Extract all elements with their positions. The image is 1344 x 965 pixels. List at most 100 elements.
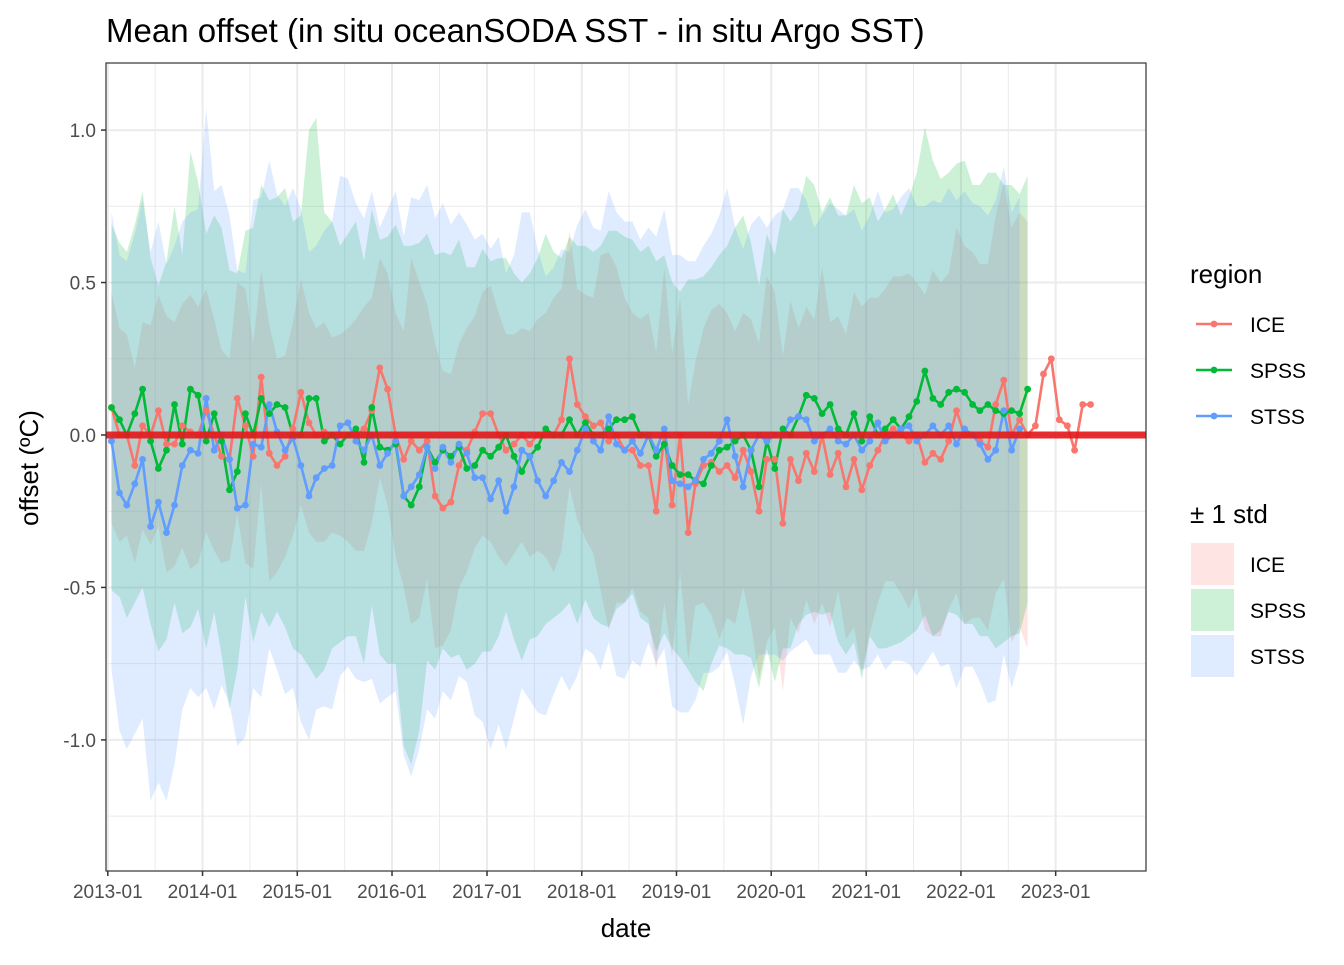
x-tick-label: 2017-01 <box>452 882 522 903</box>
data-point-stss <box>265 401 273 408</box>
data-point-ice <box>479 410 486 417</box>
data-point-spss <box>707 462 715 469</box>
data-point-ice <box>739 446 747 454</box>
data-point-spss <box>723 443 731 451</box>
data-point-stss <box>1008 446 1015 454</box>
data-point-ice <box>652 507 660 515</box>
data-point-stss <box>787 416 794 424</box>
data-point-spss <box>487 452 494 460</box>
x-tick-label: 2019-01 <box>642 882 712 903</box>
data-point-ice <box>937 456 945 463</box>
data-point-ice <box>597 419 605 427</box>
data-point-stss <box>423 443 431 451</box>
data-point-spss <box>881 425 889 433</box>
legend-band-label: ICE <box>1250 554 1285 577</box>
data-point-stss <box>992 446 1000 454</box>
data-point-ice <box>139 422 147 430</box>
data-point-spss <box>163 446 170 454</box>
data-point-stss <box>945 422 953 430</box>
data-point-spss <box>818 410 826 417</box>
data-point-ice <box>700 462 707 469</box>
data-point-stss <box>913 437 921 445</box>
data-point-spss <box>961 388 968 396</box>
x-tick-label: 2015-01 <box>262 882 332 903</box>
data-point-ice <box>171 440 178 448</box>
data-point-stss <box>905 422 913 430</box>
chart-title: Mean offset (in situ oceanSODA SST - in … <box>106 12 925 49</box>
std-band-spss <box>111 117 1028 765</box>
data-point-spss <box>826 401 834 408</box>
data-point-spss <box>415 483 423 491</box>
data-point-spss <box>976 407 984 414</box>
data-point-spss <box>242 410 249 417</box>
data-point-stss <box>582 425 589 433</box>
data-point-stss <box>739 483 747 491</box>
data-point-ice <box>1000 376 1008 384</box>
data-point-stss <box>447 459 455 466</box>
data-point-stss <box>590 437 597 445</box>
data-point-spss <box>352 425 360 433</box>
data-point-spss <box>479 446 486 454</box>
data-point-ice <box>850 456 858 463</box>
data-point-spss <box>312 395 320 402</box>
data-point-ice <box>858 486 866 494</box>
data-point-ice <box>1047 355 1055 363</box>
data-point-stss <box>573 446 581 454</box>
data-point-ice <box>787 456 794 463</box>
data-point-stss <box>866 437 874 445</box>
data-point-spss <box>992 407 1000 414</box>
data-point-spss <box>305 395 313 402</box>
data-point-ice <box>866 462 874 469</box>
data-point-ice <box>889 425 897 433</box>
data-point-stss <box>297 462 305 469</box>
data-point-ice <box>1071 446 1078 454</box>
y-axis: -1.0 -0.5 0.0 0.5 1.0 <box>63 121 106 752</box>
data-point-spss <box>116 416 123 424</box>
data-point-ice <box>1016 416 1023 424</box>
data-point-stss <box>352 437 360 445</box>
data-point-spss <box>178 440 186 448</box>
data-point-stss <box>660 425 668 433</box>
x-tick-label: 2020-01 <box>736 882 806 903</box>
data-point-ice <box>289 425 297 433</box>
data-point-ice <box>590 422 597 430</box>
data-point-spss <box>731 437 739 445</box>
data-point-ice <box>723 462 731 469</box>
legend-point-key-stss <box>1210 412 1218 420</box>
data-point-spss <box>233 468 241 475</box>
data-point-stss <box>826 425 834 433</box>
x-tick-label: 2022-01 <box>926 882 996 903</box>
data-point-ice <box>684 529 692 536</box>
x-tick-label: 2023-01 <box>1021 882 1091 903</box>
data-point-ice <box>582 413 589 421</box>
data-point-ice <box>455 462 463 469</box>
data-point-stss <box>1016 425 1023 433</box>
data-point-spss <box>937 401 945 408</box>
data-point-spss <box>889 416 897 424</box>
data-point-ice <box>163 440 170 448</box>
data-point-stss <box>652 446 660 454</box>
data-point-spss <box>858 437 866 445</box>
y-axis-title: offset (ºC) <box>14 410 44 526</box>
data-point-spss <box>700 480 707 488</box>
data-point-stss <box>550 477 558 485</box>
data-point-spss <box>336 440 344 448</box>
data-point-ice <box>257 373 265 381</box>
data-point-stss <box>108 437 115 445</box>
data-point-spss <box>984 401 992 408</box>
data-point-ice <box>929 449 937 457</box>
data-point-stss <box>147 523 155 530</box>
data-point-stss <box>842 440 850 448</box>
data-point-ice <box>431 492 439 500</box>
data-point-stss <box>202 395 210 402</box>
data-point-ice <box>945 437 953 445</box>
data-point-spss <box>913 398 921 405</box>
data-point-stss <box>802 416 810 424</box>
data-point-spss <box>218 437 225 445</box>
data-point-stss <box>392 437 400 445</box>
data-point-ice <box>629 446 636 454</box>
data-point-spss <box>613 416 620 424</box>
data-point-ice <box>992 401 1000 408</box>
data-point-spss <box>668 462 676 469</box>
y-tick-label: 1.0 <box>70 121 96 142</box>
